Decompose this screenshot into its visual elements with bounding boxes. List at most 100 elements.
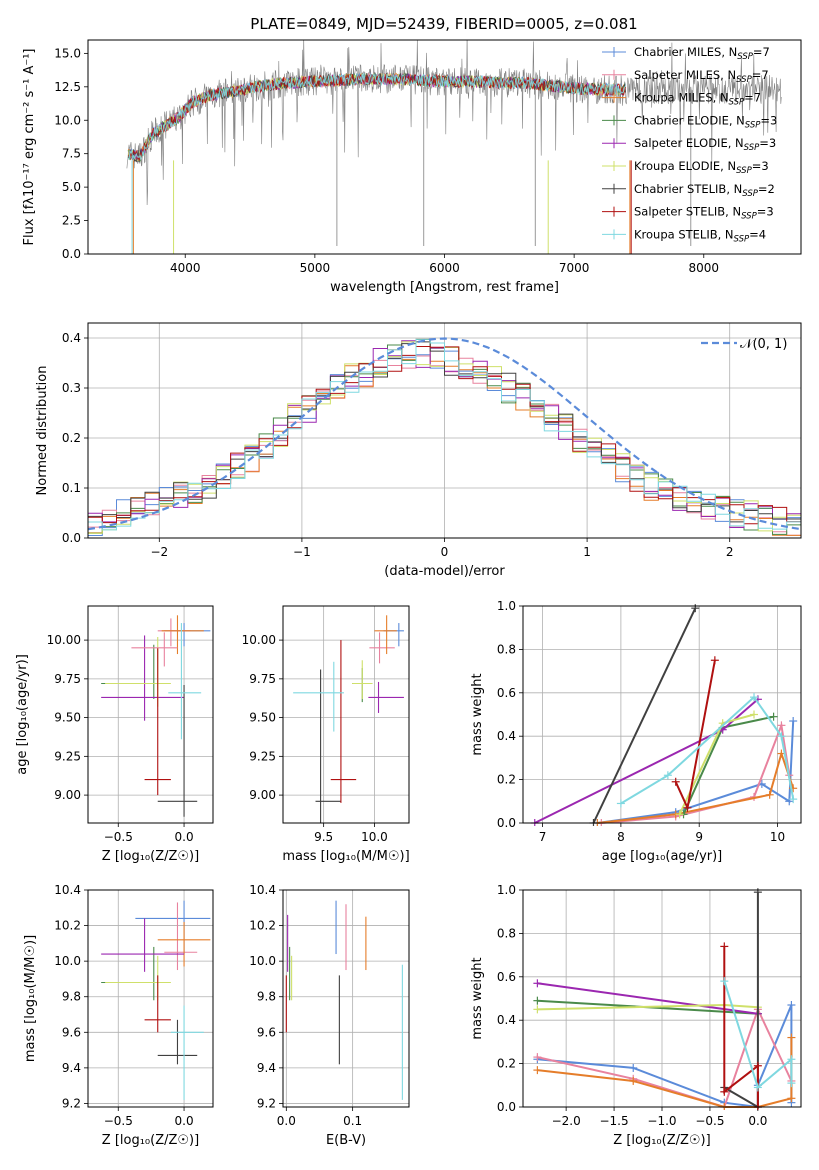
legend-label-text: Kroupa STELIB, N — [634, 227, 734, 241]
legend-label-salpeter_elodie: Salpeter ELODIE, NSSP=3 — [634, 136, 776, 153]
mass_vs_ebv-ytick-label: 10.4 — [249, 883, 276, 897]
model-spectrum-kroupa_stelib — [127, 72, 626, 161]
massweight_vs_age-ytick-label: 0.0 — [497, 816, 516, 830]
spectrum-ytick-label: 7.5 — [62, 147, 81, 161]
mass_vs_Z-xtick-label: 0.0 — [175, 1114, 194, 1128]
errorbar-point-salpeter_miles — [131, 632, 178, 667]
mass_vs_ebv-ytick-label: 9.6 — [257, 1025, 276, 1039]
massweight_vs_age-plot-area — [530, 604, 798, 826]
age_vs_mass-ytick-label: 9.50 — [249, 711, 276, 725]
massweight_vs_age-xtick-label: 7 — [539, 830, 547, 844]
residuals-plot-area — [88, 337, 801, 536]
mass_vs_ebv-xtick-label: 0.0 — [277, 1114, 296, 1128]
age_vs_mass-plot-area — [293, 615, 404, 823]
residuals-xtick-label: 0 — [441, 545, 449, 559]
legend-label-salpeter_miles: Salpeter MILES, NSSP=7 — [634, 68, 769, 85]
massweight-line-salpeter_elodie — [537, 982, 759, 1015]
legend-label-text: Salpeter MILES, N — [634, 68, 736, 82]
massweight_vs_age-panel: 7 8 9 10 0.0 0.2 0.4 0.6 0.8 1.0 age [log₁₀(age/yr… — [470, 599, 802, 864]
errorbar-point-salpeter_stelib — [144, 647, 171, 796]
errorbar-point-salpeter_stelib — [144, 975, 171, 1033]
errorbar-point-salpeter_elodie — [101, 918, 185, 972]
residuals-ytick-label: 0.2 — [62, 431, 81, 445]
mass_vs_Z-ytick-label: 9.6 — [62, 1025, 81, 1039]
massweight_vs_age-frame — [522, 605, 802, 824]
spectrum-frame — [87, 39, 802, 255]
figure-title: PLATE=0849, MJD=52439, FIBERID=0005, z=0… — [250, 15, 637, 33]
errorbar-point-kroupa_miles — [374, 615, 397, 655]
legend-label-count: =7 — [752, 68, 769, 82]
massweight_vs_Z-ytick-label: 1.0 — [497, 883, 516, 897]
errorbar-point-chabrier_stelib — [315, 669, 341, 823]
massweight_vs_age-ytick-label: 0.2 — [497, 773, 516, 787]
spectrum-panel: 4000 5000 6000 7000 8000 0.0 2.5 5.0 7.5 10.0 12.5… — [22, 39, 802, 295]
massweight_vs_age-xtick-label: 10 — [770, 830, 785, 844]
errorbar-point-salpeter_elodie — [101, 635, 185, 721]
age_vs_Z-xlabel: Z [log₁₀(Z/Z☉)] — [102, 849, 199, 864]
legend-label-count: =4 — [749, 227, 766, 241]
residuals-ytick-label: 0.3 — [62, 381, 81, 395]
spectrum-ytick-label: 10.0 — [54, 113, 81, 127]
legend-label-count: =7 — [753, 45, 770, 59]
spectrum-ytick-label: 12.5 — [54, 80, 81, 94]
legend-label-subscript: SSP — [745, 120, 761, 130]
mass_vs_Z-ytick-label: 9.8 — [62, 990, 81, 1004]
legend-label-count: =3 — [760, 113, 777, 127]
mass_vs_Z-frame — [87, 889, 214, 1108]
age_vs_mass-ytick-label: 9.25 — [249, 749, 276, 763]
legend-label-count: =3 — [752, 159, 769, 173]
spectrum-xtick-label: 4000 — [170, 261, 201, 275]
age_vs_Z-plot-area — [101, 615, 211, 817]
mass_vs_ebv-panel: 0.0 0.1 9.2 9.4 9.6 9.8 10.0 10.2 10.4 E(B-V) — [249, 883, 410, 1148]
age_vs_mass-frame — [282, 605, 410, 824]
legend-label-chabrier_stelib: Chabrier STELIB, NSSP=2 — [634, 182, 775, 199]
spectrum-ytick-label: 5.0 — [62, 180, 81, 194]
legend-label-text: Chabrier MILES, N — [634, 45, 737, 59]
massweight_vs_Z-ytick-label: 0.4 — [497, 1013, 516, 1027]
legend-label-text: Salpeter ELODIE, N — [634, 136, 744, 150]
massweight_vs_age-ytick-label: 0.4 — [497, 729, 516, 743]
mass_vs_Z-ytick-label: 10.0 — [54, 954, 81, 968]
age_vs_mass-panel: 9.5 10.0 9.00 9.25 9.50 9.75 10.00 mass [log₁₀(… — [242, 605, 410, 864]
massweight-line-kroupa_stelib — [723, 980, 793, 1090]
age_vs_Z-ylabel: age [log₁₀(age/yr)] — [15, 654, 30, 775]
massweight_vs_Z-xtick-label: −0.5 — [695, 1114, 724, 1128]
mass_vs_ebv-ytick-label: 9.8 — [257, 990, 276, 1004]
massweight_vs_age-xlabel: age [log₁₀(age/yr)] — [602, 849, 723, 864]
legend-label-subscript: SSP — [742, 189, 758, 199]
spectrum-xlabel: wavelength [Angstrom, rest frame] — [330, 280, 559, 295]
residuals-xtick-label: −2 — [150, 545, 168, 559]
spectrum-ytick-label: 0.0 — [62, 247, 81, 261]
errorbar-point-kroupa_elodie — [352, 660, 373, 699]
age_vs_Z-panel: −0.5 0.0 9.00 9.25 9.50 9.75 10.00 Z [log₁₀(Z/Z… — [15, 605, 214, 864]
residuals-ytick-label: 0.1 — [62, 481, 81, 495]
mass_vs_Z-panel: −0.5 0.0 9.2 9.4 9.6 9.8 10.0 10.2 10.4 Z [log₁₀(… — [23, 883, 214, 1148]
spectrum-xtick-label: 7000 — [559, 261, 590, 275]
age_vs_Z-ytick-label: 9.00 — [54, 788, 81, 802]
massweight_vs_age-ylabel: mass weight — [470, 673, 485, 755]
spectrum-xtick-label: 8000 — [688, 261, 719, 275]
massweight_vs_age-ytick-label: 0.6 — [497, 686, 516, 700]
massweight-line-chabrier_stelib — [592, 607, 697, 824]
legend-label-kroupa_elodie: Kroupa ELODIE, NSSP=3 — [634, 159, 769, 176]
mass_vs_ebv-ytick-label: 9.4 — [257, 1061, 276, 1075]
legend-label-subscript: SSP — [744, 143, 760, 153]
mass_vs_ebv-xtick-label: 0.1 — [343, 1114, 362, 1128]
errorbar-point-kroupa_miles — [157, 922, 211, 967]
mass_vs_ebv-frame — [282, 889, 410, 1108]
massweight_vs_Z-xtick-label: 0.0 — [748, 1114, 767, 1128]
errorbar-point-chabrier_stelib — [157, 685, 198, 817]
age_vs_Z-ytick-label: 10.00 — [47, 633, 81, 647]
errorbar-point-kroupa_stelib — [293, 661, 344, 732]
massweight_vs_Z-xtick-label: −1.5 — [599, 1114, 628, 1128]
spectrum-ytick-label: 2.5 — [62, 214, 81, 228]
residuals-ytick-label: 0.0 — [62, 531, 81, 545]
legend-label-count: =3 — [759, 136, 776, 150]
massweight_vs_Z-xlabel: Z [log₁₀(Z/Z☉)] — [613, 1133, 710, 1148]
massweight_vs_Z-xtick-label: −2.0 — [552, 1114, 581, 1128]
errorbar-point-chabrier_stelib — [157, 1019, 198, 1065]
errorbar-point-salpeter_miles — [164, 902, 198, 971]
age_vs_mass-xlabel: mass [log₁₀(M/M☉)] — [282, 849, 409, 864]
mass_vs_Z-ylabel: mass [log₁₀(M/M☉)] — [23, 935, 38, 1062]
